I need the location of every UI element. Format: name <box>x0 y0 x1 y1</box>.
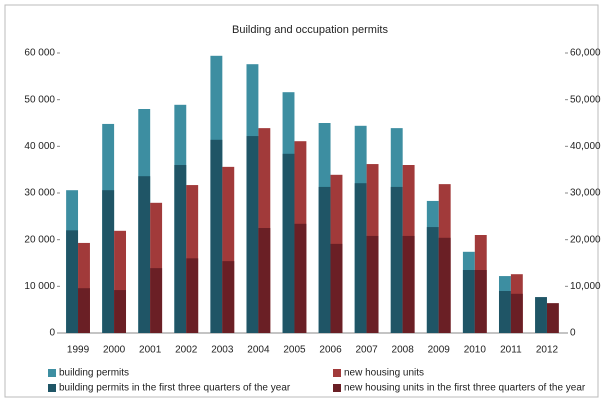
bar <box>426 227 439 333</box>
x-tick-label: 2000 <box>103 345 126 356</box>
x-tick-label: 2012 <box>536 345 559 356</box>
bar <box>330 243 343 333</box>
bar <box>462 270 475 333</box>
bar <box>366 235 379 333</box>
x-tick-label: 1999 <box>67 345 90 356</box>
x-tick-label: 2001 <box>139 345 162 356</box>
bar <box>174 165 187 333</box>
legend-label: new housing units in the first three qua… <box>344 383 586 394</box>
y-tick-label: 50,000 <box>570 94 601 105</box>
bar <box>546 303 559 333</box>
x-tick-label: 2003 <box>211 345 234 356</box>
y-tick-label: 60 000 <box>24 48 55 59</box>
x-tick-label: 2004 <box>247 345 270 356</box>
chart-title: Building and occupation permits <box>232 24 388 36</box>
y-tick-label: 40,000 <box>570 141 601 152</box>
bar <box>138 176 151 333</box>
bar <box>186 258 199 333</box>
legend-swatch <box>48 384 56 392</box>
legend-label: building permits in the first three quar… <box>59 383 291 394</box>
bar <box>114 230 127 333</box>
legend-label: building permits <box>59 368 129 379</box>
bar <box>258 228 271 333</box>
legend-swatch <box>333 384 341 392</box>
x-tick-label: 2005 <box>283 345 306 356</box>
bar <box>294 223 307 333</box>
x-tick-label: 2010 <box>464 345 487 356</box>
bar <box>66 230 79 333</box>
y-tick-label: 20 000 <box>24 234 55 245</box>
bar <box>210 139 223 333</box>
legend-swatch <box>333 369 341 377</box>
y-tick-label: 20,000 <box>570 234 601 245</box>
x-tick-label: 2011 <box>500 345 522 356</box>
bar <box>150 202 163 333</box>
bar <box>510 293 523 333</box>
bar <box>498 291 511 333</box>
x-tick-label: 2006 <box>319 345 342 356</box>
y-tick-label: 10,000 <box>570 281 601 292</box>
y-tick-label: 10 000 <box>24 281 55 292</box>
y-tick-label: 30,000 <box>570 188 601 199</box>
x-tick-label: 2002 <box>175 345 198 356</box>
legend-label: new housing units <box>344 368 424 379</box>
bar <box>390 186 403 333</box>
y-tick-label: 30 000 <box>24 188 55 199</box>
bar <box>222 166 235 333</box>
bar <box>150 268 163 333</box>
y-tick-label: 40 000 <box>24 141 55 152</box>
y-tick-label: 0 <box>49 328 55 339</box>
bar <box>402 235 415 333</box>
bar <box>318 186 331 333</box>
bar <box>114 290 127 333</box>
x-tick-label: 2009 <box>428 345 451 356</box>
bar <box>222 261 235 333</box>
legend-swatch <box>48 369 56 377</box>
bar <box>282 153 295 333</box>
y-tick-label: 50 000 <box>24 94 55 105</box>
bar <box>535 297 547 333</box>
bar <box>438 237 451 333</box>
bar <box>102 190 115 333</box>
x-tick-label: 2007 <box>355 345 378 356</box>
y-tick-label: 60,000 <box>570 48 601 59</box>
bar <box>474 270 487 333</box>
bar <box>78 242 90 333</box>
y-tick-label: 0 <box>570 328 576 339</box>
x-tick-label: 2008 <box>392 345 415 356</box>
bar <box>246 136 259 333</box>
bar <box>354 183 367 333</box>
bar <box>78 288 90 333</box>
